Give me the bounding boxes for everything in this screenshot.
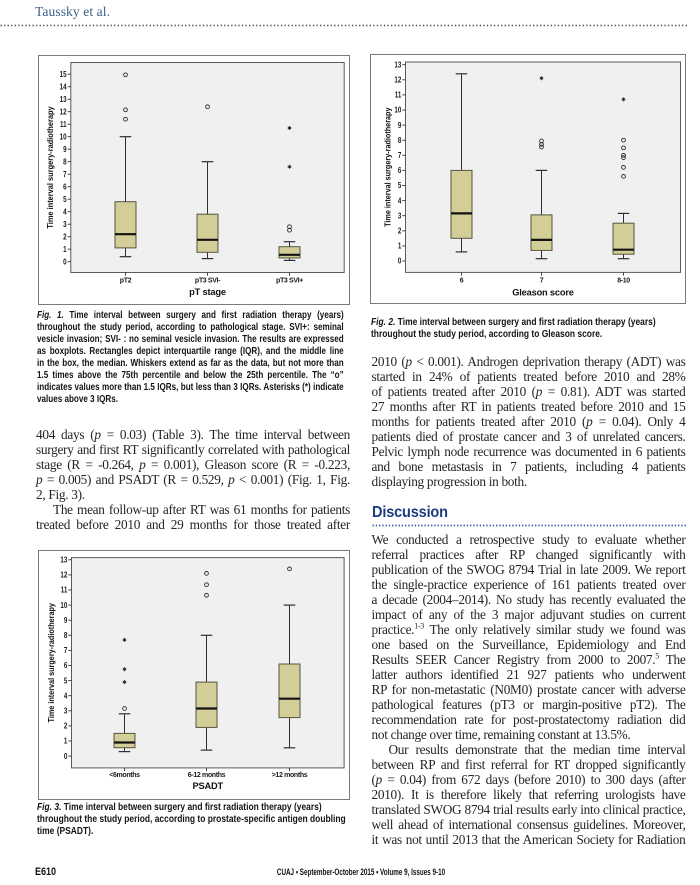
svg-text:4: 4 xyxy=(397,198,401,206)
svg-text:5: 5 xyxy=(63,678,67,686)
svg-text:5: 5 xyxy=(397,183,401,191)
svg-text:>12 months: >12 months xyxy=(271,772,307,779)
svg-text:1: 1 xyxy=(63,246,67,254)
svg-text:<6months: <6months xyxy=(109,772,140,779)
svg-text:6: 6 xyxy=(397,168,401,176)
svg-text:8: 8 xyxy=(63,158,67,166)
svg-text:0: 0 xyxy=(63,753,67,761)
svg-text:11: 11 xyxy=(60,121,67,129)
svg-text:10: 10 xyxy=(394,107,401,115)
svg-text:7: 7 xyxy=(397,152,401,160)
svg-text:3: 3 xyxy=(63,708,67,716)
svg-text:15: 15 xyxy=(59,71,66,79)
svg-text:Gleason score: Gleason score xyxy=(512,287,574,297)
svg-text:12: 12 xyxy=(394,77,401,85)
svg-text:9: 9 xyxy=(63,146,67,154)
svg-text:8: 8 xyxy=(63,632,67,640)
svg-text:12: 12 xyxy=(59,108,66,116)
svg-text:1: 1 xyxy=(63,738,67,746)
svg-text:4: 4 xyxy=(63,208,67,216)
svg-text:4: 4 xyxy=(63,693,67,701)
svg-text:11: 11 xyxy=(394,92,401,100)
svg-text:3: 3 xyxy=(397,213,401,221)
svg-text:3: 3 xyxy=(63,221,67,229)
svg-text:6: 6 xyxy=(459,278,463,285)
svg-text:9: 9 xyxy=(63,617,67,625)
svg-text:9: 9 xyxy=(397,122,401,130)
svg-text:8-10: 8-10 xyxy=(617,278,630,285)
svg-text:Time interval surgery-radiothe: Time interval surgery-radiotherapy xyxy=(45,105,55,228)
svg-text:2: 2 xyxy=(63,233,67,241)
svg-text:Time interval surgery-radiothe: Time interval surgery-radiotherapy xyxy=(46,603,56,723)
svg-text:2: 2 xyxy=(63,723,67,731)
svg-text:7: 7 xyxy=(63,648,67,656)
svg-text:6-12 months: 6-12 months xyxy=(187,772,225,779)
svg-text:pT2: pT2 xyxy=(119,277,131,284)
svg-text:13: 13 xyxy=(394,62,401,70)
svg-text:1: 1 xyxy=(397,243,401,251)
svg-text:13: 13 xyxy=(59,96,66,104)
svg-text:10: 10 xyxy=(59,133,66,141)
svg-text:2: 2 xyxy=(397,228,401,236)
svg-text:13: 13 xyxy=(60,557,67,565)
svg-text:pT3 SVI+: pT3 SVI+ xyxy=(276,277,303,284)
svg-text:Time interval surgery-radiothe: Time interval surgery-radiotherapy xyxy=(382,107,392,227)
svg-text:11: 11 xyxy=(60,587,67,595)
svg-text:12: 12 xyxy=(60,572,67,580)
svg-text:0: 0 xyxy=(397,258,401,266)
svg-text:14: 14 xyxy=(59,83,66,91)
svg-text:pT3 SVI-: pT3 SVI- xyxy=(194,277,220,284)
svg-text:6: 6 xyxy=(63,663,67,671)
svg-text:7: 7 xyxy=(539,278,543,285)
svg-text:7: 7 xyxy=(63,171,67,179)
svg-text:0: 0 xyxy=(63,258,67,266)
svg-text:8: 8 xyxy=(397,137,401,145)
svg-text:6: 6 xyxy=(63,183,67,191)
svg-text:PSADT: PSADT xyxy=(192,781,223,791)
svg-text:pT stage: pT stage xyxy=(189,287,226,297)
svg-text:10: 10 xyxy=(60,602,67,610)
svg-text:5: 5 xyxy=(63,196,67,204)
